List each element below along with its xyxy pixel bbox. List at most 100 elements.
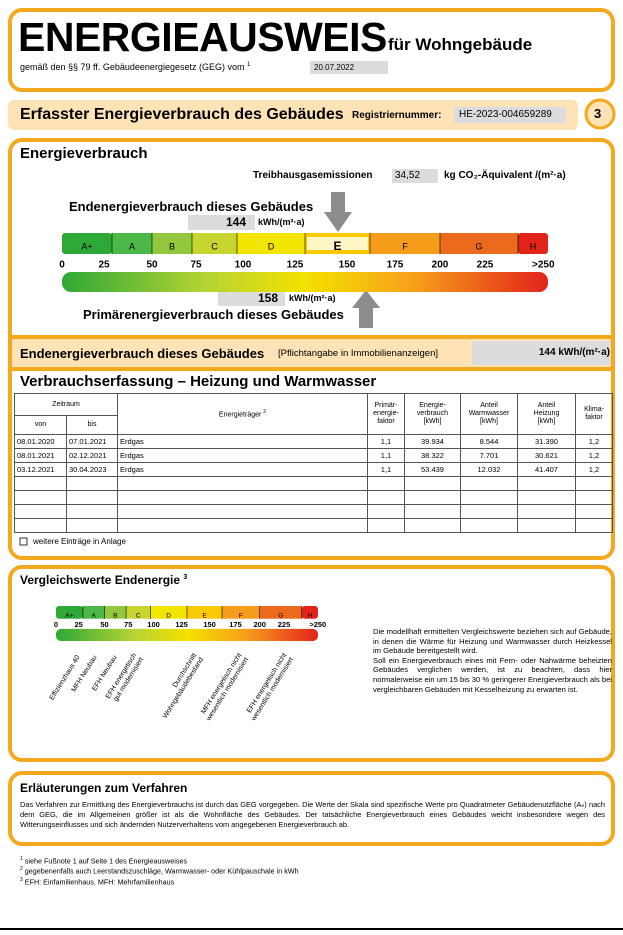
table-cell: 1,2 bbox=[575, 448, 613, 463]
table-cell: 30.04.2023 bbox=[66, 462, 118, 477]
ghg-value: 34,52 bbox=[395, 170, 421, 181]
table-cell: Erdgas bbox=[117, 434, 368, 449]
footnote-text: siehe Fußnote 1 auf Seite 1 des Energiea… bbox=[24, 856, 187, 866]
class-segment bbox=[152, 233, 192, 254]
end-value-field bbox=[188, 215, 255, 230]
class-label: F bbox=[402, 241, 408, 251]
footnote-mark: 1 bbox=[246, 62, 251, 68]
scale-label: 225 bbox=[278, 620, 291, 629]
more-entries: weitere Einträge in Anlage bbox=[33, 537, 126, 546]
table-cell: 08.01.2021 bbox=[14, 448, 67, 463]
law-text: gemäß den §§ 79 ff. Gebäudeenergiegesetz… bbox=[20, 62, 245, 72]
footnote: 1 siehe Fußnote 1 auf Seite 1 des Energi… bbox=[20, 855, 299, 865]
table-cell: 39.934 bbox=[404, 434, 461, 449]
header-text: Energie- bbox=[419, 402, 446, 409]
scale-label: 0 bbox=[54, 620, 58, 629]
footnote-mark: 1 bbox=[20, 856, 23, 862]
gradient-bar bbox=[56, 628, 318, 642]
consumption-table: Zeitraum Energieträger 2 Primär-energie-… bbox=[14, 393, 613, 533]
header-box bbox=[8, 8, 615, 92]
summary-label: Endenergieverbrauch dieses Gebäudes bbox=[20, 346, 265, 361]
scale-label: >250 bbox=[532, 260, 555, 271]
class-label: B bbox=[113, 613, 117, 620]
scale-label: 25 bbox=[74, 620, 82, 629]
ghg-label: Treibhausgasemissionen bbox=[253, 170, 373, 181]
reg-field bbox=[454, 107, 566, 123]
date-field bbox=[310, 61, 388, 74]
section-heading: Vergleichswerte Endenergie 3 bbox=[20, 573, 187, 587]
paragraph: Die modellhaft ermittelten Vergleichswer… bbox=[373, 627, 612, 656]
class-segment bbox=[259, 606, 302, 619]
class-label: G bbox=[278, 613, 283, 620]
compare-label: DurchschnittWohngebäudebestand bbox=[155, 652, 205, 720]
table-cell: 31.390 bbox=[517, 434, 576, 449]
footnote-mark: 2 bbox=[20, 866, 23, 873]
class-segment bbox=[82, 606, 105, 619]
class-label: C bbox=[211, 241, 218, 251]
ghg-unit: kg CO₂-Äquivalent /(m²·a) bbox=[444, 170, 566, 181]
class-segment bbox=[150, 606, 187, 619]
header-cell: Anteil Warmwasser [kWh] bbox=[460, 393, 518, 435]
header-cell: Energie-verbrauch [kWh] bbox=[404, 393, 461, 435]
table-cell: 41.407 bbox=[517, 462, 576, 477]
primary-label: Primärenergieverbrauch dieses Gebäudes bbox=[83, 307, 344, 322]
header-cell: bis bbox=[66, 415, 118, 435]
class-segment bbox=[192, 233, 237, 254]
table-row: 08.01.2020 07.01.2021 Erdgas 1,1 39.934 8.544… bbox=[14, 434, 613, 449]
header-cell: Zeitraum bbox=[14, 393, 118, 416]
header-text: faktor bbox=[585, 414, 603, 421]
table-cell: 08.01.2020 bbox=[14, 434, 67, 449]
class-label: D bbox=[166, 613, 171, 620]
table-row: 08.01.2021 02.12.2021 Erdgas 1,1 38.322 7.701… bbox=[14, 448, 613, 463]
compare-label: EFH energetisch nichtwesentlich modernis… bbox=[243, 652, 295, 723]
class-label: E bbox=[333, 239, 341, 253]
header-text: [kWh] bbox=[480, 418, 498, 425]
header-cell: Energieträger 2 bbox=[117, 393, 368, 435]
table-cell: 02.12.2021 bbox=[66, 448, 118, 463]
header-cell: Primär-energie-faktor bbox=[367, 393, 405, 435]
class-label: H bbox=[308, 613, 313, 620]
compare-label: MFH energetisch nichtwesentlich modernis… bbox=[198, 652, 250, 723]
class-label: C bbox=[136, 613, 141, 620]
header-text: verbrauch bbox=[416, 410, 449, 417]
scale-label: 225 bbox=[477, 260, 494, 271]
primary-value-field bbox=[218, 291, 285, 306]
main-box bbox=[8, 138, 615, 560]
footnote-text: EFH: Einfamilienhaus, MFH: Mehrfamilienh… bbox=[24, 877, 175, 887]
header-cell: Anteil Heizung [kWh] bbox=[517, 393, 576, 435]
class-label: H bbox=[530, 241, 537, 251]
header-cell: Klima-faktor bbox=[575, 393, 613, 435]
footnote-text: gegebenenfalls auch Leerstandszuschläge,… bbox=[24, 866, 299, 876]
class-field bbox=[307, 237, 368, 250]
class-segment bbox=[440, 233, 518, 254]
summary-value-field bbox=[472, 341, 611, 365]
section-title: Erfasster Energieverbrauch des Gebäudes bbox=[20, 106, 344, 123]
header-text: Primär- bbox=[374, 402, 398, 409]
header-text: energie- bbox=[373, 410, 399, 417]
date: 20.07.2022 bbox=[314, 63, 355, 72]
class-segment bbox=[370, 233, 440, 254]
table-cell: 12.032 bbox=[460, 462, 518, 477]
energy-scale: A+ A B C D E F G H 0 25 50 75 100 125 150 175 200 225 >250 bbox=[59, 233, 555, 292]
page-number: 3 bbox=[594, 106, 602, 121]
end-label: Endenergieverbrauch dieses Gebäudes bbox=[69, 199, 314, 214]
class-label: G bbox=[475, 241, 482, 251]
table-cell: 30.621 bbox=[517, 448, 576, 463]
class-segment bbox=[222, 606, 260, 619]
scale-label: 125 bbox=[287, 260, 304, 271]
class-label: A bbox=[92, 613, 97, 620]
scale-label: 175 bbox=[387, 260, 404, 271]
explain-text: Das Verfahren zur Ermittlung des Energie… bbox=[20, 800, 605, 829]
table-cell: 8.544 bbox=[460, 434, 518, 449]
footnote-mark: 3 bbox=[183, 574, 188, 581]
footnote-mark: 2 bbox=[263, 409, 267, 416]
class-label: F bbox=[239, 613, 243, 620]
header-text: Anteil bbox=[537, 402, 556, 409]
scale-label: >250 bbox=[309, 620, 326, 629]
table-row: 03.12.2021 30.04.2023 Erdgas 1,1 53.439 12.03… bbox=[14, 462, 613, 477]
empty-rows bbox=[14, 476, 613, 533]
summary-value: 144 kWh/(m²·a) bbox=[538, 347, 610, 358]
footnote: 3 EFH: Einfamilienhaus, MFH: Mehrfamilie… bbox=[20, 876, 299, 886]
table-cell: 7.701 bbox=[460, 448, 518, 463]
